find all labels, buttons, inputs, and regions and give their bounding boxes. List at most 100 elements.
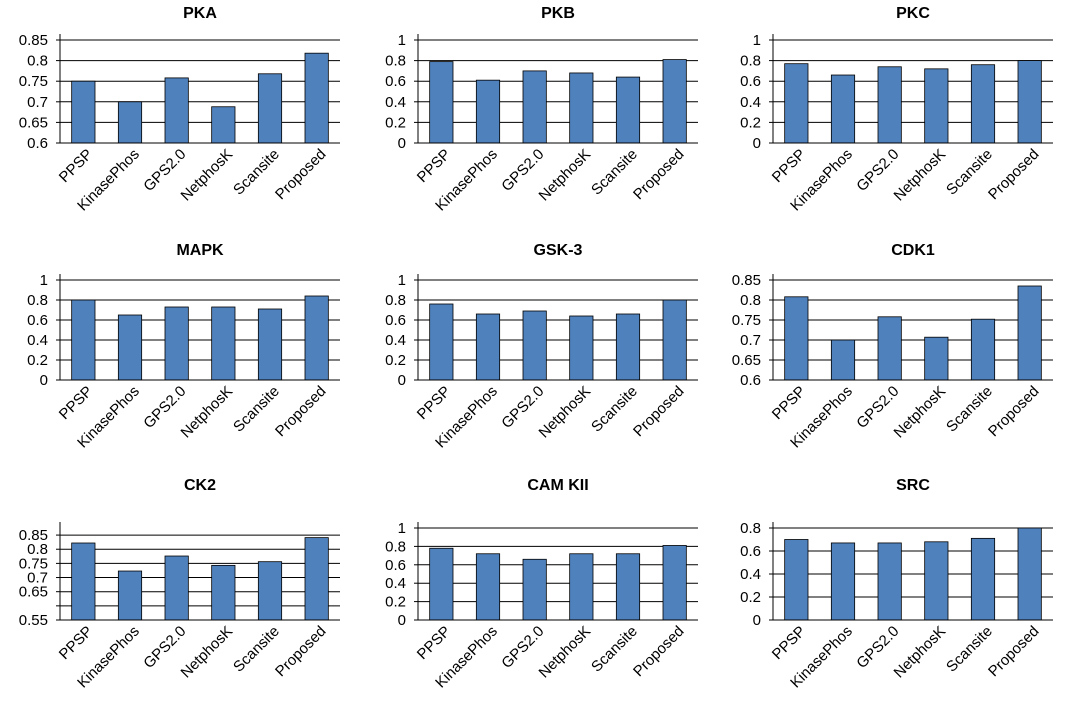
y-tick-label: 0.2 [740, 589, 761, 606]
x-tick-label: Proposed [272, 146, 329, 203]
bar-kinasephos [117, 570, 143, 621]
bar-kinasephos [830, 542, 856, 621]
y-tick-label: 0.75 [19, 73, 48, 90]
x-tick-label: Proposed [272, 623, 329, 680]
chart-title: PKB [541, 5, 575, 22]
bar-ppsp [71, 80, 96, 144]
y-tick-label: 0.4 [740, 94, 761, 111]
bar-ppsp [429, 61, 454, 144]
y-tick-label: 1 [398, 520, 406, 537]
bar-netphosk [569, 315, 594, 381]
y-tick-label: 0.2 [27, 352, 48, 369]
x-tick-label: NetphosK [536, 383, 595, 442]
bar-kinasephos [830, 74, 856, 144]
y-tick-label: 0.8 [740, 53, 761, 70]
bar-netphosk [211, 106, 236, 144]
x-tick-label: NetphosK [891, 623, 950, 682]
y-tick-label: 0.6 [27, 312, 48, 329]
y-tick-label: 1 [753, 32, 761, 49]
bar-netphosk [569, 72, 594, 144]
y-tick-label: 0.8 [740, 292, 761, 309]
chart-svg: SRC00.20.40.60.8PPSPKinasePhosGPS2.0Netp… [740, 477, 1053, 691]
x-tick-label: NetphosK [891, 146, 950, 205]
x-tick-label: NetphosK [178, 383, 237, 442]
chart-title: CK2 [184, 477, 216, 494]
bar-kinasephos [475, 553, 501, 621]
chart-cam-kii: CAM KII 0 0.2 0.4 0.6 0.8 1 PPSP KinasePhos GPS2.… [358, 474, 708, 714]
bar-netphosk [924, 68, 949, 144]
y-tick-label: 0.75 [19, 555, 48, 572]
y-tick-label: 0.2 [385, 594, 406, 611]
bar-scansite [257, 308, 283, 381]
y-tick-label: 0.7 [27, 570, 48, 587]
x-tick-label: PPSP [56, 146, 96, 186]
y-tick-label: 0.4 [385, 332, 406, 349]
y-tick-label: 0 [753, 135, 761, 152]
bar-netphosk [211, 564, 236, 621]
x-tick-label: Proposed [630, 623, 687, 680]
chart-title: PKA [183, 5, 217, 22]
y-tick-label: 0.8 [27, 292, 48, 309]
y-tick-label: 0.4 [385, 94, 406, 111]
y-tick-label: 0 [40, 372, 48, 389]
y-tick-label: 0.4 [27, 332, 48, 349]
x-tick-label: NetphosK [178, 146, 237, 205]
x-tick-label: PPSP [414, 146, 454, 186]
bar-scansite [970, 537, 996, 621]
bar-ppsp [784, 296, 809, 381]
bar-proposed [304, 537, 329, 621]
y-tick-label: 0.8 [27, 53, 48, 70]
bar-kinasephos [117, 101, 143, 144]
bar-proposed [1017, 60, 1042, 144]
y-tick-label: 0 [398, 372, 406, 389]
bar-netphosk [924, 541, 949, 621]
y-tick-label: 0.6 [740, 73, 761, 90]
chart-svg: CK20.550.650.70.750.80.85PPSPKinasePhosG… [19, 477, 340, 691]
bar-ppsp [429, 303, 454, 381]
x-tick-label: PPSP [769, 623, 809, 663]
x-tick-label: PPSP [769, 383, 809, 423]
bar-proposed [304, 52, 329, 144]
y-tick-label: 0 [398, 135, 406, 152]
chart-src: SRC 0 0.2 0.4 0.6 0.8 PPSP KinasePhos GPS2.0 Netp… [713, 474, 1063, 714]
bar-kinasephos [117, 314, 143, 381]
x-tick-label: PPSP [414, 383, 454, 423]
chart-title: CDK1 [891, 242, 935, 259]
y-tick-label: 0.2 [740, 114, 761, 131]
y-tick-label: 1 [398, 32, 406, 49]
x-tick-label: Proposed [630, 146, 687, 203]
x-tick-label: NetphosK [536, 623, 595, 682]
x-tick-label: Proposed [985, 146, 1042, 203]
x-tick-label: Proposed [985, 623, 1042, 680]
y-tick-label: 0.6 [385, 557, 406, 574]
y-tick-label: 0.2 [385, 352, 406, 369]
bar-gps20 [164, 306, 189, 381]
bar-ppsp [429, 547, 454, 621]
bar-netphosk [569, 553, 594, 621]
bar-scansite [257, 561, 283, 621]
bar-gps20 [877, 66, 902, 144]
chart-svg: GSK-300.20.40.60.81PPSPKinasePhosGPS2.0N… [385, 242, 698, 451]
bar-netphosk [924, 336, 949, 381]
y-tick-label: 0.6 [740, 543, 761, 560]
bar-proposed [662, 59, 687, 144]
bar-proposed [662, 545, 687, 621]
y-tick-label: 0.6 [385, 312, 406, 329]
y-tick-label: 0.55 [19, 612, 48, 629]
chart-mapk: MAPK 0 0.2 0.4 0.6 0.8 1 PPSP KinasePhos GPS2.0 Ne… [0, 237, 350, 477]
bar-scansite [257, 73, 283, 144]
y-tick-label: 0.85 [19, 527, 48, 544]
bar-gps20 [164, 77, 189, 144]
y-tick-label: 0.4 [740, 566, 761, 583]
chart-title: CAM KII [527, 477, 588, 494]
y-tick-label: 0.8 [385, 538, 406, 555]
bar-scansite [970, 64, 996, 144]
y-tick-label: 0.65 [732, 352, 761, 369]
y-tick-label: 0.7 [740, 332, 761, 349]
bar-kinasephos [830, 339, 856, 381]
bar-ppsp [784, 63, 809, 144]
x-tick-label: PPSP [56, 623, 96, 663]
bar-scansite [615, 76, 641, 144]
y-tick-label: 0.6 [385, 73, 406, 90]
bar-scansite [615, 553, 641, 621]
